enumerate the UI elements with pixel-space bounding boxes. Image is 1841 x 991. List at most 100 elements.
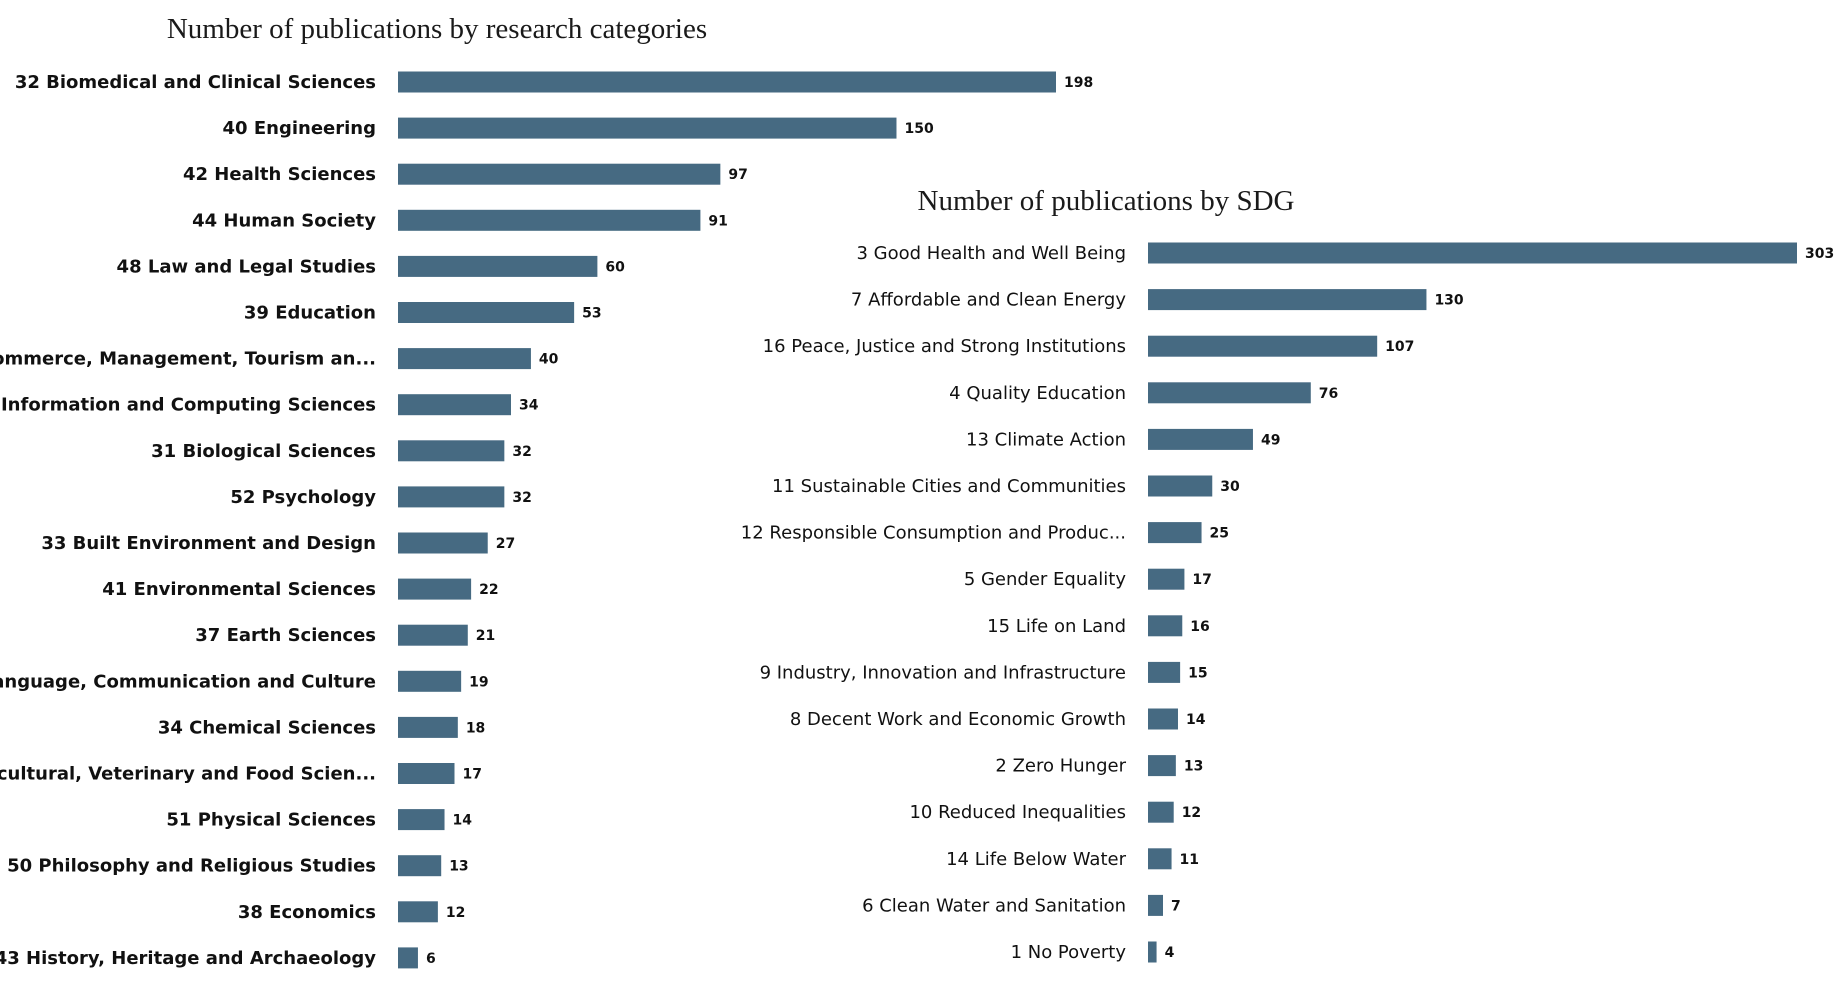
research-bar [398,302,575,323]
research-value-label: 6 [426,951,436,967]
sdg-value-label: 16 [1190,619,1209,635]
sdg-value-label: 49 [1261,432,1280,448]
research-value-label: 12 [446,905,465,921]
sdg-category-label: 12 Responsible Consumption and Produc... [741,523,1126,544]
sdg-value-label: 12 [1182,805,1201,821]
sdg-bar [1148,894,1163,916]
research-bar [398,163,721,185]
research-category-label: 43 History, Heritage and Archaeology [0,948,376,969]
research-value-label: 18 [466,720,485,736]
research-category-label: 41 Environmental Sciences [102,579,376,600]
research-value-label: 60 [605,259,625,275]
research-bar [398,71,1056,93]
sdg-category-label: 2 Zero Hunger [995,756,1126,777]
research-category-label: 48 Law and Legal Studies [117,256,376,277]
research-category-label: 40 Engineering [223,118,376,139]
research-category-label: 30 Agricultural, Veterinary and Food Sci… [0,764,376,785]
sdg-bar [1148,708,1178,730]
research-category-label: 51 Physical Sciences [166,810,376,831]
research-bar [398,901,438,923]
research-bar [398,117,897,139]
research-bar [398,486,505,508]
research-bar [398,578,472,600]
sdg-category-label: 6 Clean Water and Sanitation [862,895,1126,916]
research-category-label: 46 Information and Computing Sciences [0,395,376,416]
research-value-label: 32 [512,444,531,460]
research-category-label: 39 Education [244,303,376,324]
research-bar [398,855,442,877]
research-bar [398,763,455,784]
research-value-label: 13 [449,859,468,875]
sdg-category-label: 1 No Poverty [1011,942,1127,963]
sdg-value-label: 130 [1434,293,1463,309]
sdg-value-label: 303 [1805,246,1834,262]
sdg-value-label: 107 [1385,339,1414,355]
research-value-label: 40 [539,352,559,368]
research-value-label: 97 [728,167,747,183]
research-bar [398,947,418,969]
research-category-label: 32 Biomedical and Clinical Sciences [15,72,376,93]
research-bar [398,532,488,554]
sdg-value-label: 15 [1188,665,1207,681]
research-category-label: 37 Earth Sciences [195,625,376,646]
sdg-category-label: 13 Climate Action [966,429,1126,450]
research-category-label: 31 Biological Sciences [151,441,376,462]
research-value-label: 21 [476,628,495,644]
research-category-label: 47 Language, Communication and Culture [0,671,376,692]
research-bar [398,624,468,646]
sdg-bar [1148,475,1213,497]
sdg-bars: 3 Good Health and Well Being 303 7 Afforda… [741,242,1834,963]
research-value-label: 53 [582,306,601,322]
research-value-label: 150 [904,121,933,137]
sdg-bar [1148,289,1427,311]
research-value-label: 14 [453,813,473,829]
sdg-value-label: 30 [1220,479,1240,495]
sdg-category-label: 7 Affordable and Clean Energy [851,290,1126,311]
sdg-bar [1148,335,1378,357]
research-bar [398,209,701,231]
research-bar [398,670,462,692]
research-value-label: 27 [496,536,515,552]
sdg-category-label: 8 Decent Work and Economic Growth [790,709,1126,730]
research-category-label: 52 Psychology [230,487,376,508]
sdg-bar [1148,242,1797,264]
sdg-category-label: 11 Sustainable Cities and Communities [772,476,1126,497]
sdg-value-label: 4 [1165,945,1175,961]
research-value-label: 91 [708,213,727,229]
sdg-value-label: 14 [1186,712,1206,728]
research-bar [398,348,531,370]
sdg-bar [1148,382,1311,404]
sdg-value-label: 17 [1192,572,1211,588]
research-categories-chart: Number of publications by research categ… [0,13,1093,969]
sdg-bar [1148,428,1253,450]
research-value-label: 17 [462,767,481,783]
research-categories-bars: 32 Biomedical and Clinical Sciences 198 40… [0,71,1093,969]
sdg-category-label: 16 Peace, Justice and Strong Institution… [763,336,1126,357]
sdg-bar [1148,848,1172,870]
sdg-value-label: 25 [1210,526,1229,542]
research-categories-chart-title: Number of publications by research categ… [167,13,707,45]
research-bar [398,440,505,462]
sdg-category-label: 9 Industry, Innovation and Infrastructur… [760,662,1126,683]
research-value-label: 32 [512,490,531,506]
sdg-category-label: 10 Reduced Inequalities [909,802,1126,823]
sdg-bar [1148,941,1157,963]
research-bar [398,255,598,277]
research-category-label: 44 Human Society [192,210,376,231]
sdg-bar [1148,755,1176,777]
research-value-label: 34 [519,398,539,414]
sdg-bar [1148,615,1183,637]
sdg-bar [1148,661,1181,683]
sdg-category-label: 15 Life on Land [987,616,1126,637]
sdg-category-label: 14 Life Below Water [946,849,1126,870]
research-category-label: 50 Philosophy and Religious Studies [7,856,376,877]
research-category-label: 33 Built Environment and Design [41,533,376,554]
research-value-label: 198 [1064,75,1093,91]
research-category-label: 35 Commerce, Management, Tourism an... [0,349,376,370]
research-value-label: 22 [479,582,498,598]
research-bar [398,809,445,831]
research-bar [398,716,458,738]
research-bar [398,394,511,416]
sdg-value-label: 11 [1180,852,1199,868]
